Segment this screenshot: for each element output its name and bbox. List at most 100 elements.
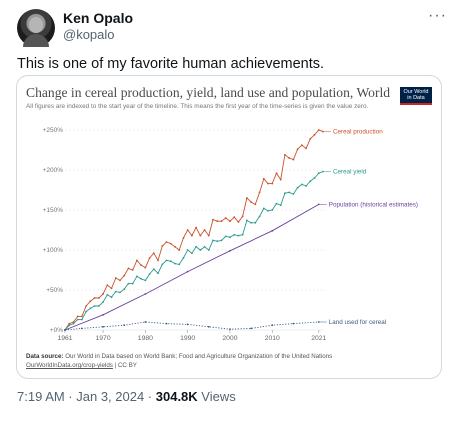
data-point-land <box>317 321 320 323</box>
data-point-yield <box>305 185 307 187</box>
data-point-production <box>85 305 88 307</box>
data-point-production <box>89 300 92 303</box>
data-point-production <box>136 259 138 262</box>
data-point-land <box>165 322 168 325</box>
data-point-population <box>317 203 320 206</box>
data-point-yield <box>233 233 236 236</box>
data-point-production <box>131 269 134 271</box>
data-point-population <box>144 293 147 295</box>
data-point-yield <box>165 259 168 262</box>
data-point-yield <box>190 252 193 255</box>
data-point-yield <box>140 277 143 280</box>
source-link-line: OurWorldInData.org/crop-yields | CC BY <box>26 362 137 369</box>
data-point-yield <box>136 275 138 278</box>
data-point-land <box>250 327 252 330</box>
data-point-yield <box>292 193 295 195</box>
author-name[interactable]: Ken Opalo <box>63 10 134 26</box>
data-point-yield <box>309 180 312 183</box>
more-options-icon[interactable]: ··· <box>428 7 447 24</box>
data-point-production <box>212 218 214 221</box>
data-point-yield <box>317 172 320 175</box>
data-source: Data source: Our World in Data based on … <box>26 353 332 360</box>
series-label-production: Cereal production <box>333 129 383 136</box>
data-source-text: Our World in Data based on World Bank; F… <box>65 353 333 360</box>
data-point-yield <box>207 249 210 251</box>
data-point-yield <box>144 279 147 282</box>
series-line-production <box>64 129 324 331</box>
x-tick-label: 2021 <box>311 335 326 342</box>
chart-title: Change in cereal production, yield, land… <box>26 85 391 100</box>
data-point-production <box>102 293 104 295</box>
data-point-yield <box>229 236 231 239</box>
data-point-land <box>144 321 147 323</box>
data-point-yield <box>85 310 88 313</box>
data-point-yield <box>127 282 130 285</box>
author-handle[interactable]: @kopalo <box>63 27 115 42</box>
series-label-population: Population (historical estimates) <box>329 201 418 208</box>
data-point-production <box>288 157 291 159</box>
series-line-yield <box>64 171 324 331</box>
data-point-yield <box>216 240 219 243</box>
data-point-yield <box>169 260 172 263</box>
data-point-production <box>279 178 282 181</box>
data-point-production <box>237 221 240 223</box>
data-point-production <box>199 234 202 237</box>
data-point-production <box>161 245 164 247</box>
x-tick-label: 2010 <box>265 335 280 342</box>
chart-subtitle: All figures are indexed to the start yea… <box>26 103 369 110</box>
chart-image[interactable]: Change in cereal production, yield, land… <box>16 75 442 379</box>
data-point-land <box>271 324 274 327</box>
data-point-production <box>106 284 109 287</box>
data-point-production <box>224 217 227 219</box>
data-point-yield <box>288 191 291 194</box>
data-point-yield <box>220 239 223 242</box>
data-point-yield <box>174 262 176 265</box>
data-point-land <box>102 325 104 328</box>
avatar-face <box>29 17 43 33</box>
data-point-yield <box>237 234 240 237</box>
license-text: | CC BY <box>114 362 137 369</box>
avatar[interactable] <box>17 9 55 47</box>
data-point-yield <box>76 318 79 321</box>
data-point-production <box>157 259 159 262</box>
y-tick-label: +50% <box>46 287 63 294</box>
data-point-yield <box>250 221 252 224</box>
data-point-production <box>275 172 278 175</box>
data-point-production <box>123 274 126 277</box>
data-point-land <box>186 323 189 326</box>
data-point-yield <box>258 215 261 218</box>
owid-logo: Our World in Data <box>400 87 432 105</box>
data-point-production <box>300 144 303 147</box>
source-link[interactable]: OurWorldInData.org/crop-yields <box>26 362 113 369</box>
data-point-yield <box>245 219 248 222</box>
data-point-production <box>76 315 79 318</box>
data-point-production <box>305 147 307 150</box>
data-point-yield <box>72 322 75 325</box>
data-point-production <box>169 242 172 245</box>
data-point-production <box>241 215 244 218</box>
data-point-yield <box>110 296 113 299</box>
data-point-yield <box>313 177 316 179</box>
data-point-production <box>220 220 223 223</box>
data-point-production <box>190 234 193 237</box>
data-point-production <box>72 321 75 323</box>
data-point-yield <box>97 305 100 307</box>
data-point-yield <box>119 291 121 294</box>
data-point-production <box>292 158 295 161</box>
data-point-yield <box>224 235 227 238</box>
data-point-production <box>195 226 198 229</box>
data-point-production <box>284 153 286 156</box>
timestamp[interactable]: 7:19 AM · Jan 3, 2024 · <box>17 389 156 404</box>
data-point-production <box>233 216 236 219</box>
data-point-production <box>97 297 100 299</box>
data-point-production <box>216 220 219 223</box>
data-point-population <box>229 249 231 252</box>
data-point-population <box>186 270 189 273</box>
data-point-production <box>258 191 261 194</box>
data-point-yield <box>182 257 185 259</box>
x-tick-label: 2000 <box>222 335 237 342</box>
series-line-population <box>64 204 320 331</box>
data-point-population <box>271 229 274 232</box>
data-point-yield <box>114 290 117 293</box>
data-point-production <box>207 234 210 237</box>
